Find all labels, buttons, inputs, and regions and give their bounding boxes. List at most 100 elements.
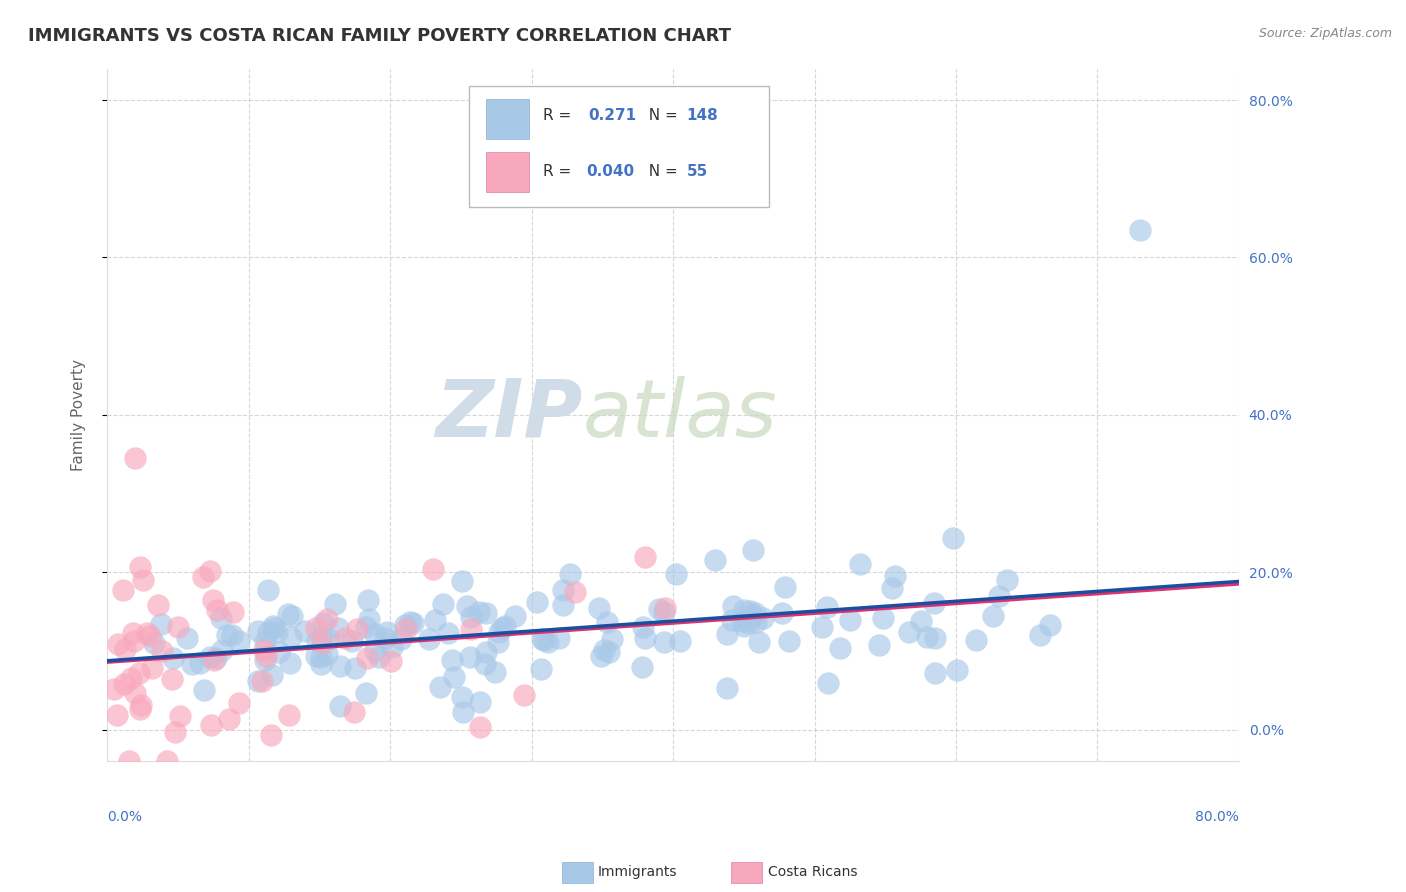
Point (429, 681, 451, 695)
Point (589, 648, 612, 663)
Point (634, 631, 657, 645)
Point (981, 609, 1004, 624)
Point (470, 695, 492, 709)
Point (738, 603, 761, 617)
Point (467, 605, 489, 619)
Point (654, 635, 676, 649)
Text: 148: 148 (686, 108, 718, 123)
Point (309, 649, 332, 664)
Point (773, 580, 796, 594)
Point (254, 634, 277, 648)
Point (1129, 223, 1152, 237)
Point (221, 628, 243, 642)
Point (484, 665, 506, 680)
Point (474, 607, 496, 621)
Text: R =: R = (543, 163, 576, 178)
Point (450, 574, 472, 589)
Point (513, 688, 536, 702)
Point (160, 672, 183, 686)
Point (200, 718, 222, 732)
Point (205, 603, 228, 617)
Point (356, 651, 378, 665)
Point (150, 616, 173, 631)
Point (247, 624, 270, 639)
Point (333, 631, 356, 645)
Point (112, 582, 135, 597)
Point (745, 615, 768, 629)
Point (150, 643, 173, 657)
Point (262, 618, 284, 632)
Point (453, 705, 475, 719)
Point (395, 622, 418, 636)
Point (441, 653, 464, 667)
Point (703, 553, 725, 567)
Point (136, 626, 159, 640)
Point (228, 696, 250, 710)
Text: N =: N = (640, 108, 683, 123)
Point (139, 629, 162, 643)
Point (114, 641, 136, 656)
Point (945, 663, 967, 677)
Point (316, 647, 339, 661)
Point (634, 549, 657, 564)
Point (733, 602, 755, 616)
Text: 80.0%: 80.0% (1195, 810, 1239, 824)
Point (742, 543, 765, 558)
Point (460, 609, 482, 624)
Point (132, 574, 155, 588)
Point (354, 620, 377, 634)
Point (222, 605, 245, 619)
Point (346, 622, 368, 636)
Point (744, 607, 766, 621)
Point (456, 599, 478, 614)
Point (389, 632, 412, 647)
Point (211, 642, 233, 657)
Point (588, 600, 610, 615)
Point (494, 619, 516, 633)
Point (281, 609, 304, 624)
Point (839, 613, 862, 627)
Point (537, 634, 560, 648)
Point (381, 640, 404, 654)
Point (922, 596, 945, 610)
Point (564, 585, 586, 599)
Point (146, 599, 169, 613)
Point (817, 676, 839, 690)
Point (201, 592, 224, 607)
Point (474, 657, 496, 672)
Text: R =: R = (543, 108, 581, 123)
Point (267, 645, 290, 659)
Point (652, 605, 675, 619)
Point (329, 659, 352, 673)
Point (402, 616, 425, 631)
Point (120, 671, 142, 685)
Point (630, 660, 652, 674)
Point (778, 633, 800, 648)
Point (551, 583, 574, 598)
Point (872, 611, 894, 625)
Point (898, 625, 921, 640)
Point (721, 613, 744, 627)
Point (468, 720, 491, 734)
Point (631, 620, 654, 634)
Point (260, 668, 283, 682)
Point (202, 653, 225, 667)
Point (246, 673, 269, 688)
Point (815, 600, 838, 615)
Point (193, 683, 215, 698)
Text: atlas: atlas (582, 376, 778, 454)
Point (503, 608, 526, 623)
Point (180, 657, 202, 672)
Point (176, 631, 198, 645)
Text: 0.271: 0.271 (588, 108, 637, 123)
Point (995, 573, 1018, 587)
Point (752, 611, 775, 625)
Point (312, 615, 335, 630)
Point (924, 665, 946, 680)
Point (124, 451, 146, 466)
Point (748, 635, 770, 649)
Point (200, 564, 222, 578)
Point (128, 666, 150, 681)
Point (460, 622, 482, 636)
Point (730, 615, 752, 629)
